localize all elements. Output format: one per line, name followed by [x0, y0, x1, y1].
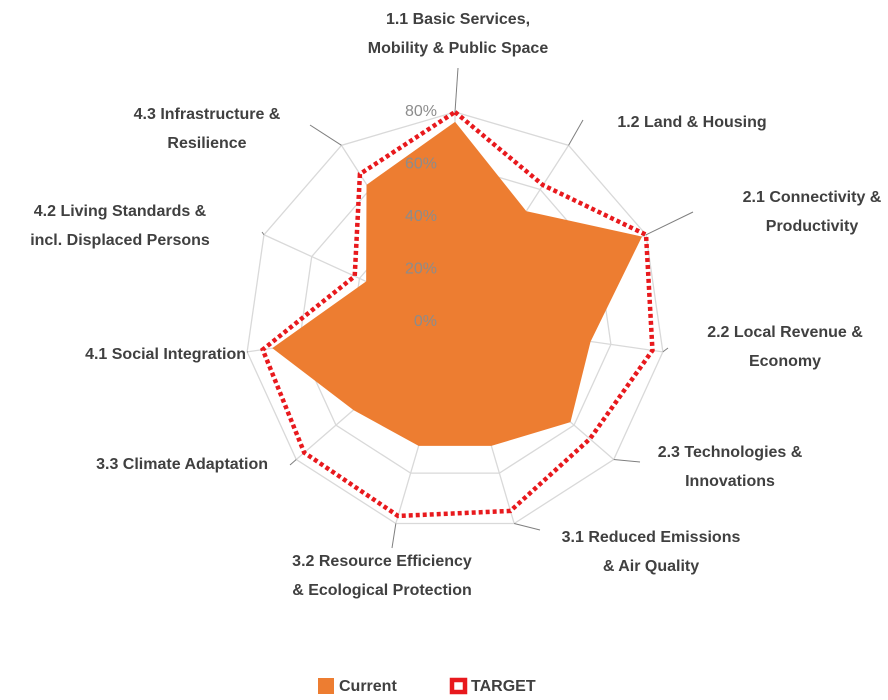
grid-ring: [246, 111, 664, 525]
category-label: 2.1 Connectivity & Productivity: [743, 189, 882, 235]
leader-line: [261, 231, 265, 236]
category-label-line: incl. Displaced Persons: [30, 232, 210, 249]
category-label: 2.3 Technologies & Innovations: [658, 444, 803, 490]
category-label-line: 1.2 Land & Housing: [617, 114, 766, 131]
category-label: 3.2 Resource Efficiency & Ecological Prot…: [292, 553, 472, 599]
category-label-line: Resilience: [167, 135, 246, 152]
leader-line: [662, 347, 669, 353]
leader-line: [645, 211, 694, 236]
category-label-line: 2.2 Local Revenue &: [707, 324, 863, 341]
category-label-line: 2.1 Connectivity &: [743, 189, 882, 206]
category-label-line: Productivity: [766, 218, 859, 235]
leader-line: [391, 523, 397, 549]
category-label: 4.3 Infrastructure & Resilience: [134, 106, 281, 152]
series-line: [260, 109, 655, 519]
leader-line: [568, 119, 584, 146]
category-label-line: 1.1 Basic Services,: [386, 11, 530, 28]
category-label: 4.2 Living Standards & incl. Displaced Pe…: [30, 203, 210, 249]
leader-line: [454, 67, 459, 113]
category-label-line: 4.1 Social Integration: [85, 346, 246, 363]
y-tick-label: 40%: [405, 208, 437, 225]
category-label-line: 3.1 Reduced Emissions: [562, 529, 741, 546]
category-label-line: 4.3 Infrastructure &: [134, 106, 281, 123]
category-label-line: 2.3 Technologies &: [658, 444, 803, 461]
category-label-line: Innovations: [685, 473, 775, 490]
category-label: 3.3 Climate Adaptation: [96, 456, 268, 473]
leader-line: [514, 523, 541, 531]
legend-label: Current: [339, 678, 397, 695]
category-label-line: Economy: [749, 353, 821, 370]
leader-line: [289, 459, 297, 466]
category-label: 4.1 Social Integration: [85, 346, 246, 363]
legend-label: TARGET: [471, 678, 536, 695]
category-label-line: 4.2 Living Standards &: [34, 203, 207, 220]
category-label: 3.1 Reduced Emissions & Air Quality: [562, 529, 741, 575]
legend-swatch: [318, 678, 334, 694]
y-tick-label: 20%: [405, 261, 437, 278]
series-area: [272, 121, 642, 446]
category-label-line: & Air Quality: [603, 558, 699, 575]
category-label-line: 3.3 Climate Adaptation: [96, 456, 268, 473]
category-label-line: & Ecological Protection: [292, 582, 472, 599]
y-tick-label: 80%: [405, 103, 437, 120]
legend-swatch: [449, 677, 468, 695]
category-label: 1.1 Basic Services, Mobility & Public Spa…: [368, 11, 549, 57]
category-label-line: Mobility & Public Space: [368, 40, 549, 57]
leader-line: [613, 459, 641, 463]
category-label-line: 3.2 Resource Efficiency: [292, 553, 472, 570]
category-label: 1.2 Land & Housing: [617, 114, 766, 131]
y-tick-label: 0%: [414, 313, 437, 330]
y-tick-label: 60%: [405, 156, 437, 173]
category-label: 2.2 Local Revenue & Economy: [707, 324, 863, 370]
leader-line: [309, 124, 342, 146]
